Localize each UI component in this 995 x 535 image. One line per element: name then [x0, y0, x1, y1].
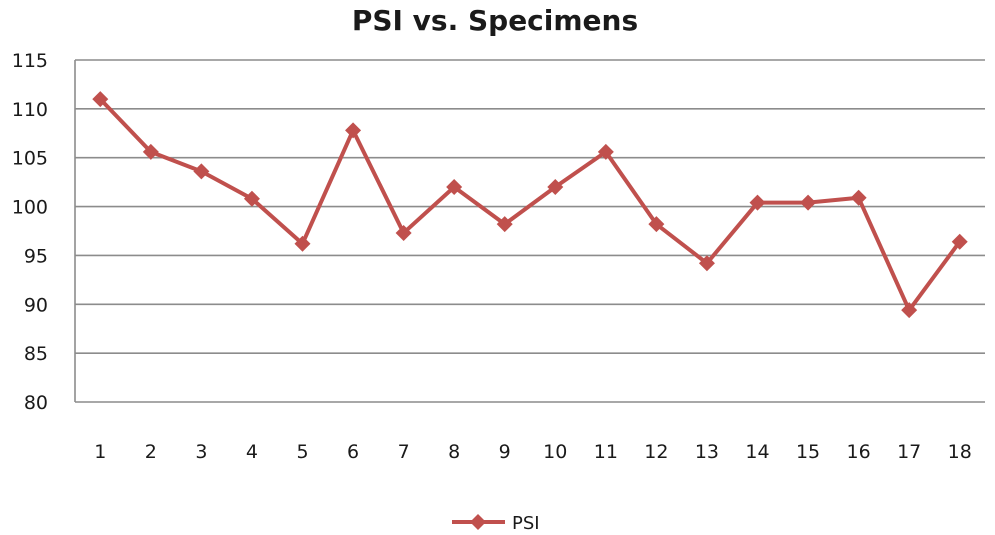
- data-point-marker: [345, 122, 362, 139]
- x-tick-label: 6: [347, 441, 359, 463]
- y-axis-ticks: 80 85 90 95 100 105 110 115: [12, 50, 48, 414]
- x-tick-label: 4: [246, 441, 258, 463]
- data-point-marker: [951, 233, 968, 250]
- data-point-marker: [243, 190, 260, 207]
- x-tick-label: 16: [847, 441, 871, 463]
- series-psi: [92, 91, 968, 319]
- x-axis-ticks: 1 2 3 4 5 6 7 8 9 10 11 12 13 14 15 16 17 18: [94, 441, 972, 463]
- x-tick-label: 3: [195, 441, 207, 463]
- legend: PSI: [452, 513, 540, 534]
- x-tick-label: 11: [594, 441, 618, 463]
- x-tick-label: 14: [745, 441, 769, 463]
- x-tick-label: 12: [644, 441, 668, 463]
- series-line: [98, 97, 962, 313]
- x-tick-label: 7: [398, 441, 410, 463]
- y-tick-label: 115: [12, 50, 48, 72]
- data-point-marker: [193, 163, 210, 180]
- x-tick-label: 2: [145, 441, 157, 463]
- x-tick-label: 5: [296, 441, 308, 463]
- data-point-marker: [648, 216, 665, 233]
- legend-label: PSI: [512, 513, 540, 534]
- legend-marker-swatch: [470, 514, 486, 530]
- data-point-marker: [800, 194, 817, 211]
- y-tick-label: 85: [24, 343, 48, 365]
- y-tick-label: 100: [12, 197, 48, 219]
- x-tick-label: 13: [695, 441, 719, 463]
- data-point-marker: [496, 216, 513, 233]
- data-point-marker: [395, 224, 412, 241]
- x-tick-label: 8: [448, 441, 460, 463]
- x-tick-label: 10: [543, 441, 567, 463]
- data-point-marker: [294, 235, 311, 252]
- data-point-marker: [547, 179, 564, 196]
- y-tick-label: 95: [24, 245, 48, 267]
- y-tick-label: 110: [12, 99, 48, 121]
- x-tick-label: 17: [897, 441, 921, 463]
- x-tick-label: 18: [948, 441, 972, 463]
- x-tick-label: 1: [94, 441, 106, 463]
- chart-title: PSI vs. Specimens: [352, 4, 638, 37]
- data-point-marker: [142, 143, 159, 160]
- data-point-marker: [446, 179, 463, 196]
- gridlines: [74, 59, 985, 403]
- y-tick-label: 80: [24, 392, 48, 414]
- x-tick-label: 15: [796, 441, 820, 463]
- data-point-marker: [597, 143, 614, 160]
- y-tick-label: 90: [24, 294, 48, 316]
- y-tick-label: 105: [12, 148, 48, 170]
- data-point-marker: [749, 194, 766, 211]
- data-point-marker: [901, 302, 918, 319]
- data-point-marker: [850, 189, 867, 206]
- data-point-marker: [92, 91, 109, 108]
- x-tick-label: 9: [499, 441, 511, 463]
- data-point-marker: [698, 255, 715, 272]
